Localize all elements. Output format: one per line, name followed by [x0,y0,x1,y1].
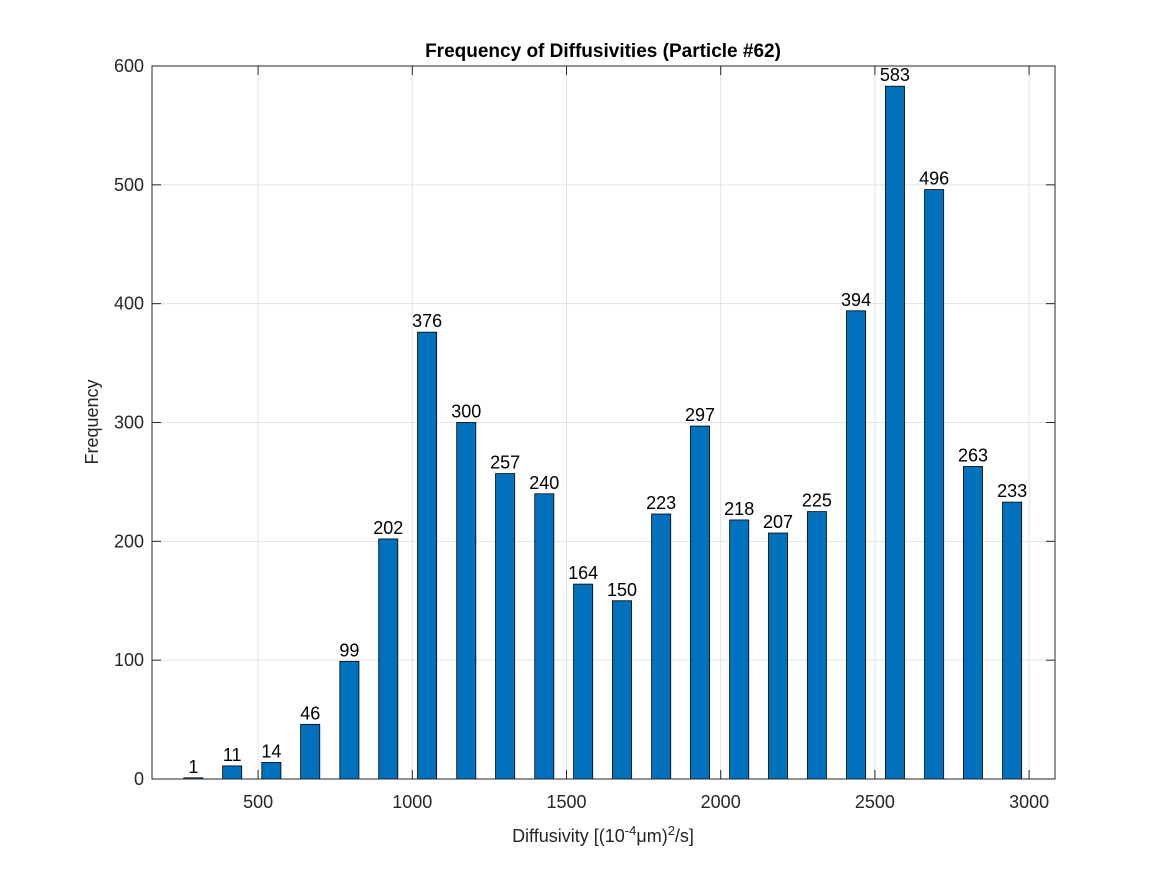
x-axis-label-part: μm) [636,826,667,846]
plot-frame [151,65,1056,780]
x-tick-label: 1000 [392,792,432,812]
bar [222,765,243,780]
bar [261,761,282,780]
bar [924,189,945,780]
y-tick-label: 300 [114,413,144,433]
bar [846,310,867,780]
bar [417,331,438,780]
data-label: 583 [880,65,910,85]
y-tick-label: 500 [114,175,144,195]
bar [534,493,555,780]
y-tick-label: 100 [114,650,144,670]
y-tick-label: 200 [114,531,144,551]
data-label: 11 [223,745,242,765]
bar [729,519,750,780]
data-label: 218 [724,499,754,519]
x-axis-label-part: Diffusivity [(10 [512,826,625,846]
data-label: 297 [685,405,715,425]
bar [963,466,983,780]
bar [806,511,827,780]
x-tick-label: 1500 [546,792,586,812]
bar [884,85,905,780]
data-label: 202 [373,518,403,538]
data-label: 14 [261,741,281,761]
bar [768,532,789,780]
bar [456,422,477,780]
x-axis-label-part: 2 [668,823,675,838]
data-label: 263 [958,445,988,465]
data-label: 207 [763,512,793,532]
data-label: 150 [607,580,637,600]
chart-title: Frequency of Diffusivities (Particle #62… [425,41,781,62]
data-label: 1 [188,757,198,777]
y-tick-label: 400 [114,294,144,314]
data-label: 225 [802,491,832,511]
data-label: 496 [919,169,949,189]
x-tick-label: 2500 [855,792,895,812]
x-axis-label: Diffusivity [(10-4μm)2/s] [512,823,694,847]
y-tick-label: 0 [134,769,144,789]
data-label: 46 [300,703,320,723]
data-label: 233 [997,481,1027,501]
bar [573,583,594,780]
bar [339,660,360,780]
x-tick-label: 2000 [701,792,741,812]
data-label: 300 [451,402,481,422]
y-axis-label: Frequency [82,379,102,464]
data-label: 394 [841,290,871,310]
data-label: 99 [339,640,359,660]
data-label: 376 [412,311,442,331]
x-axis-label-part: /s] [675,826,694,846]
bar [495,473,516,780]
x-tick-label: 3000 [1009,792,1049,812]
y-tick-label: 600 [114,56,144,76]
x-tick-label: 500 [243,792,273,812]
bar [612,600,632,780]
x-axis-label-part: -4 [625,823,637,838]
bar [690,425,710,780]
bar [300,723,321,780]
data-label: 223 [646,493,676,513]
bar [378,538,399,780]
bar [1002,501,1023,780]
bar [651,513,672,780]
data-label: 257 [490,453,520,473]
data-label: 240 [529,473,559,493]
data-label: 164 [568,563,598,583]
